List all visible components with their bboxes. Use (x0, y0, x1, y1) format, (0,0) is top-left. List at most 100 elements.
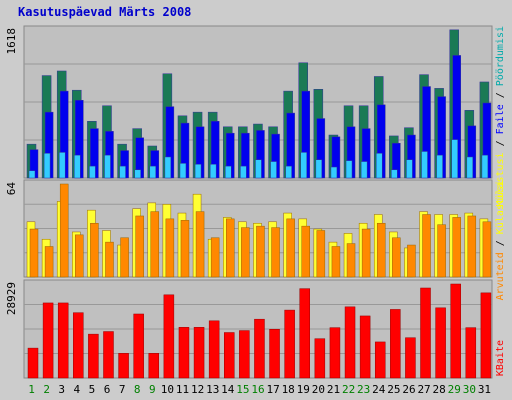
bar-middle-s1-day-24 (376, 222, 386, 278)
day-label-24: 24 (372, 383, 386, 396)
bar-top-s3-day-29 (451, 139, 458, 179)
bar-middle-s1-day-2 (44, 246, 54, 278)
right-label-bottom: KBaite (495, 340, 506, 376)
day-label-14: 14 (221, 383, 235, 396)
bar-top-s3-day-4 (74, 154, 81, 179)
panel-bottom: 28929 (5, 279, 493, 379)
bar-top-s3-day-28 (436, 154, 443, 179)
bar-top-s3-day-24 (375, 153, 383, 179)
bar-top-s3-day-26 (406, 159, 413, 179)
bar-top-s3-day-5 (89, 165, 96, 179)
bar-middle-s1-day-21 (331, 246, 341, 278)
right-label-middle-part-1: / (495, 234, 506, 252)
day-label-20: 20 (312, 383, 325, 396)
panel-bottom-max-label: 28929 (5, 282, 18, 315)
bar-middle-s1-day-22 (346, 243, 356, 278)
right-label-middle-part-0: Arvuteid (495, 252, 506, 300)
bar-middle-s1-day-31 (482, 221, 492, 278)
day-label-16: 16 (251, 383, 264, 396)
day-label-12: 12 (191, 383, 204, 396)
bar-bottom-day-17 (269, 329, 280, 379)
panel-top: 1618 (5, 25, 493, 179)
bar-middle-s1-day-5 (90, 222, 99, 278)
bar-top-s3-day-21 (330, 166, 338, 179)
day-label-5: 5 (89, 383, 96, 396)
day-label-9: 9 (149, 383, 156, 396)
right-label-top-part-0: Külastusi (495, 152, 506, 206)
bar-bottom-day-2 (42, 302, 54, 379)
bar-middle-s1-day-1 (29, 228, 39, 278)
day-label-25: 25 (387, 383, 400, 396)
bar-middle-s1-day-7 (120, 237, 129, 278)
day-label-2: 2 (43, 383, 50, 396)
bar-middle-s1-day-27 (422, 214, 431, 278)
bar-bottom-day-4 (73, 312, 84, 379)
bar-top-s3-day-31 (481, 154, 489, 179)
bar-bottom-day-19 (299, 288, 310, 379)
bar-middle-s1-day-20 (316, 230, 326, 278)
day-label-11: 11 (176, 383, 189, 396)
bar-middle-s1-day-14 (226, 218, 235, 278)
day-label-18: 18 (282, 383, 295, 396)
day-label-28: 28 (433, 383, 446, 396)
bar-bottom-day-14 (224, 332, 235, 379)
day-label-3: 3 (58, 383, 65, 396)
bar-middle-s1-day-13 (210, 237, 220, 278)
bar-middle-s1-day-17 (271, 227, 280, 278)
bar-middle-s1-day-19 (301, 225, 310, 278)
bar-bottom-day-7 (118, 353, 129, 379)
bar-bottom-day-12 (193, 327, 205, 379)
right-label-middle: Arvuteid / Külastusi (495, 180, 506, 300)
bar-top-s3-day-18 (285, 165, 292, 179)
day-label-27: 27 (417, 383, 430, 396)
bar-bottom-day-6 (103, 331, 114, 379)
bar-bottom-day-24 (374, 341, 386, 379)
bar-bottom-day-30 (465, 327, 477, 379)
bar-bottom-day-11 (178, 327, 190, 379)
right-label-top-part-2: Faile (495, 104, 506, 134)
panel-middle: 64 (5, 179, 493, 278)
bar-top-s3-day-27 (421, 151, 428, 179)
bar-bottom-day-29 (450, 283, 461, 379)
bar-middle-s1-day-12 (195, 211, 205, 278)
bar-top-s3-day-6 (104, 154, 111, 179)
bar-top-s3-day-10 (164, 156, 172, 179)
bar-middle-s1-day-16 (256, 225, 265, 278)
bar-bottom-day-25 (390, 309, 401, 379)
bar-bottom-day-1 (27, 347, 39, 379)
right-label-top-part-1: / (495, 134, 506, 152)
bar-bottom-day-21 (329, 327, 341, 379)
bar-bottom-day-8 (133, 313, 144, 379)
bar-top-s3-day-7 (119, 165, 126, 179)
bar-top-s3-day-13 (209, 164, 217, 179)
bar-middle-s1-day-15 (241, 227, 250, 278)
bar-middle-s1-day-28 (437, 224, 446, 278)
bar-top-s3-day-25 (391, 169, 398, 179)
bar-top-s3-day-3 (58, 152, 66, 179)
bar-bottom-day-31 (480, 292, 492, 379)
bar-middle-s1-day-11 (180, 220, 190, 278)
bar-top-s3-day-9 (149, 165, 157, 179)
day-label-30: 30 (463, 383, 476, 396)
bar-top-s3-day-23 (360, 161, 368, 179)
bar-top-s3-day-19 (300, 152, 307, 179)
day-label-13: 13 (206, 383, 219, 396)
panel-top-max-label: 1618 (5, 28, 18, 55)
bar-middle-s1-day-10 (165, 218, 175, 278)
bar-bottom-day-10 (163, 294, 175, 379)
bar-top-s3-day-22 (345, 160, 353, 179)
bar-top-s3-day-20 (315, 159, 323, 179)
day-label-8: 8 (134, 383, 141, 396)
bar-bottom-day-5 (88, 333, 99, 379)
bar-bottom-day-28 (435, 307, 446, 379)
day-label-19: 19 (297, 383, 310, 396)
bar-bottom-day-13 (208, 320, 220, 379)
bar-bottom-day-18 (284, 309, 295, 379)
bar-bottom-day-26 (405, 337, 416, 379)
day-label-15: 15 (236, 383, 249, 396)
bar-bottom-day-15 (239, 330, 250, 379)
bar-middle-s1-day-29 (452, 217, 461, 278)
